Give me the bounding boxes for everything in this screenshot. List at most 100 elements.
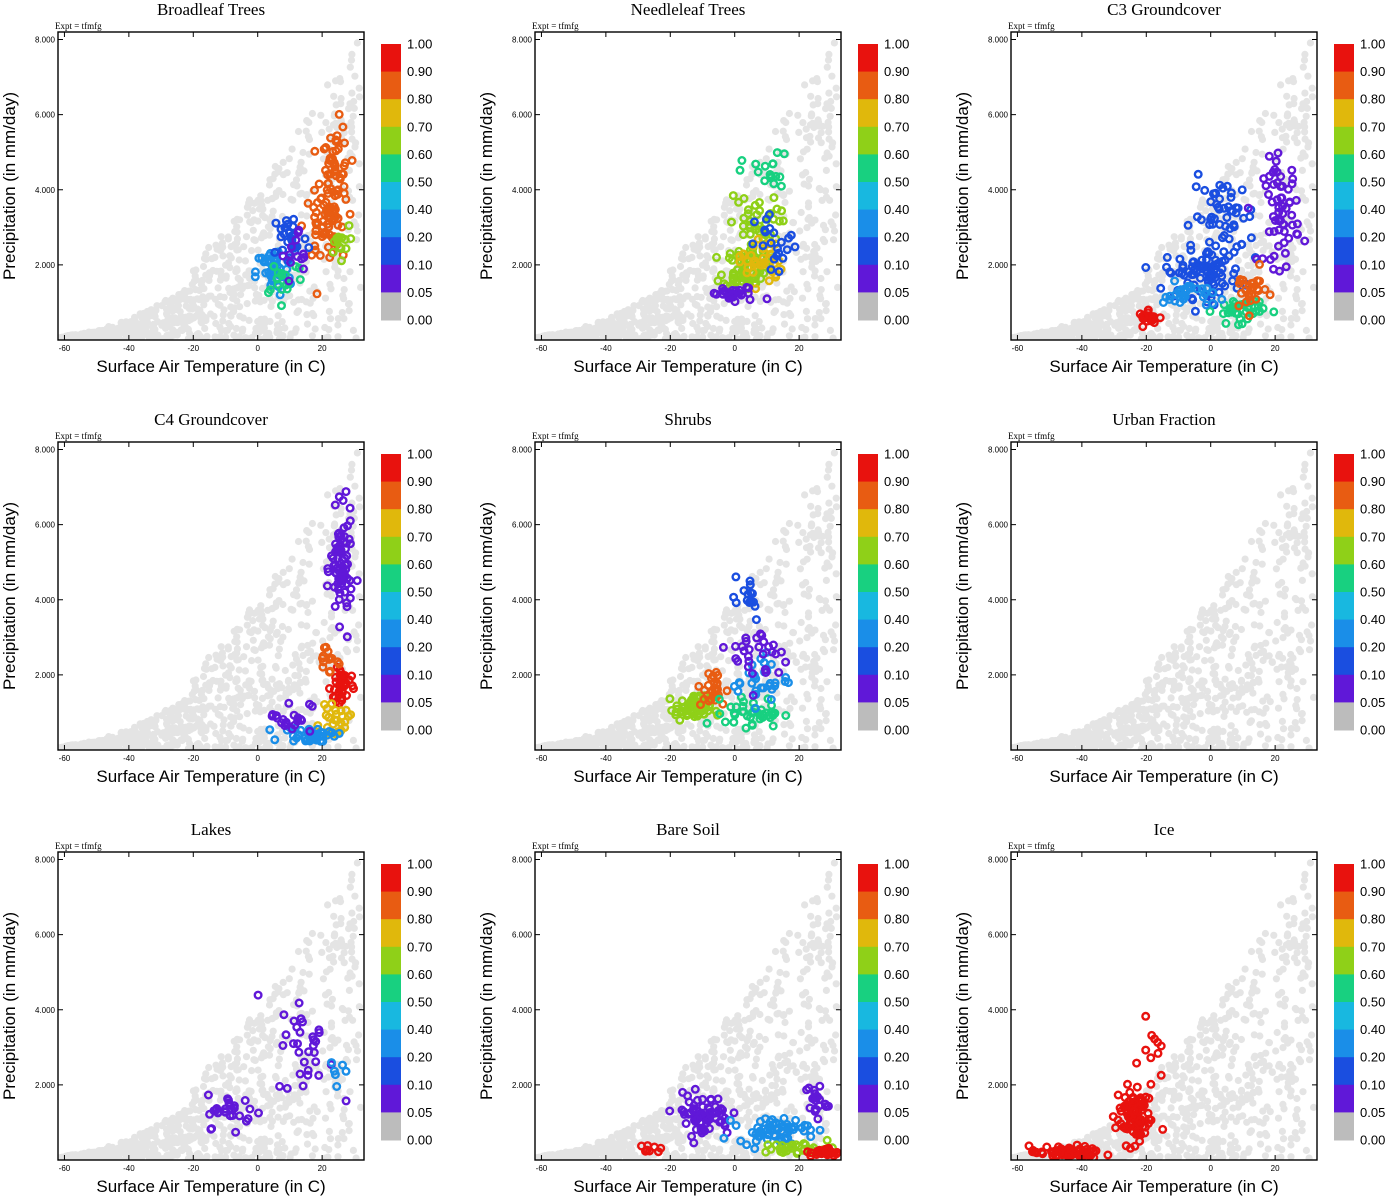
background-point (210, 722, 218, 730)
background-point (295, 579, 303, 587)
background-point (1192, 314, 1200, 322)
background-point (665, 280, 673, 288)
background-point (636, 319, 645, 327)
background-point (1293, 274, 1301, 283)
y-tick-label: 8.000 (988, 36, 1009, 45)
background-point (243, 300, 251, 308)
background-point (330, 92, 338, 100)
background-point (1308, 84, 1316, 92)
data-point (312, 289, 322, 299)
background-point (609, 320, 617, 328)
data-point (1161, 262, 1171, 272)
background-point (733, 320, 741, 328)
background-point (238, 737, 246, 745)
data-point (1241, 285, 1251, 295)
data-point (315, 250, 325, 260)
background-point (647, 319, 655, 327)
data-point (784, 233, 794, 243)
background-point (200, 711, 208, 719)
background-point (808, 259, 816, 267)
background-point (251, 284, 259, 292)
data-point (1229, 269, 1239, 279)
data-point (270, 735, 280, 745)
background-point (133, 333, 141, 340)
y-tick-label: 4.000 (35, 186, 56, 195)
colorbar-label: 0.20 (407, 640, 432, 655)
background-point (1280, 285, 1288, 293)
background-point (1103, 321, 1111, 329)
background-point (251, 739, 259, 747)
background-point (173, 331, 181, 339)
data-point (1274, 225, 1284, 235)
data-point (1165, 291, 1175, 301)
data-point (1281, 262, 1291, 272)
colorbar-segment (858, 126, 878, 155)
data-point (338, 563, 348, 573)
background-point (291, 328, 299, 336)
background-point (785, 332, 794, 340)
background-point (327, 285, 335, 293)
plot-frame (534, 31, 842, 341)
background-point (340, 274, 348, 283)
background-point (822, 307, 830, 315)
background-point (240, 653, 248, 661)
data-point (743, 263, 753, 273)
background-point (1185, 324, 1193, 333)
colorbar-segment (381, 154, 401, 183)
background-point (353, 449, 361, 457)
data-point (1235, 314, 1245, 324)
background-point (321, 294, 330, 302)
data-point (764, 260, 774, 270)
data-point (748, 267, 758, 277)
background-point (232, 324, 240, 333)
background-point (327, 592, 336, 600)
background-point (233, 677, 241, 685)
background-point (823, 268, 831, 276)
background-point (811, 333, 819, 340)
colorbar-label: 0.05 (407, 695, 432, 710)
x-tick-label: -40 (123, 754, 135, 763)
background-point (249, 207, 257, 215)
data-point (335, 588, 345, 598)
colorbar-segment (381, 702, 401, 731)
background-point (140, 725, 148, 734)
data-point (336, 706, 346, 716)
background-point (1299, 268, 1307, 276)
background-point (251, 329, 259, 337)
x-tick-label: 0 (255, 754, 260, 763)
background-point (114, 331, 122, 339)
background-point (257, 297, 265, 305)
data-point (310, 185, 320, 195)
data-point (739, 213, 749, 223)
background-point (199, 672, 208, 681)
data-point (333, 546, 343, 556)
background-point (279, 707, 287, 716)
data-point (1229, 302, 1239, 312)
background-point (710, 239, 718, 247)
data-point (738, 249, 748, 259)
background-point (272, 664, 280, 672)
data-point (328, 719, 338, 729)
colorbar-label: 0.60 (407, 147, 432, 162)
background-point (342, 645, 350, 654)
colorbar-label: 0.60 (1360, 147, 1385, 162)
background-point (243, 621, 251, 629)
background-point (188, 280, 196, 288)
colorbar-segment (381, 292, 401, 321)
background-point (349, 112, 357, 120)
background-point (355, 93, 364, 101)
background-point (1238, 155, 1246, 163)
background-point (219, 727, 227, 735)
background-point (106, 737, 114, 746)
background-point (1293, 295, 1301, 303)
background-point (1271, 128, 1279, 136)
background-point (269, 207, 277, 215)
background-point (232, 734, 240, 743)
background-point (232, 694, 240, 703)
background-point (1275, 119, 1283, 127)
background-point (814, 100, 822, 108)
background-point (351, 482, 359, 490)
background-point (193, 740, 201, 748)
background-point (296, 600, 304, 608)
